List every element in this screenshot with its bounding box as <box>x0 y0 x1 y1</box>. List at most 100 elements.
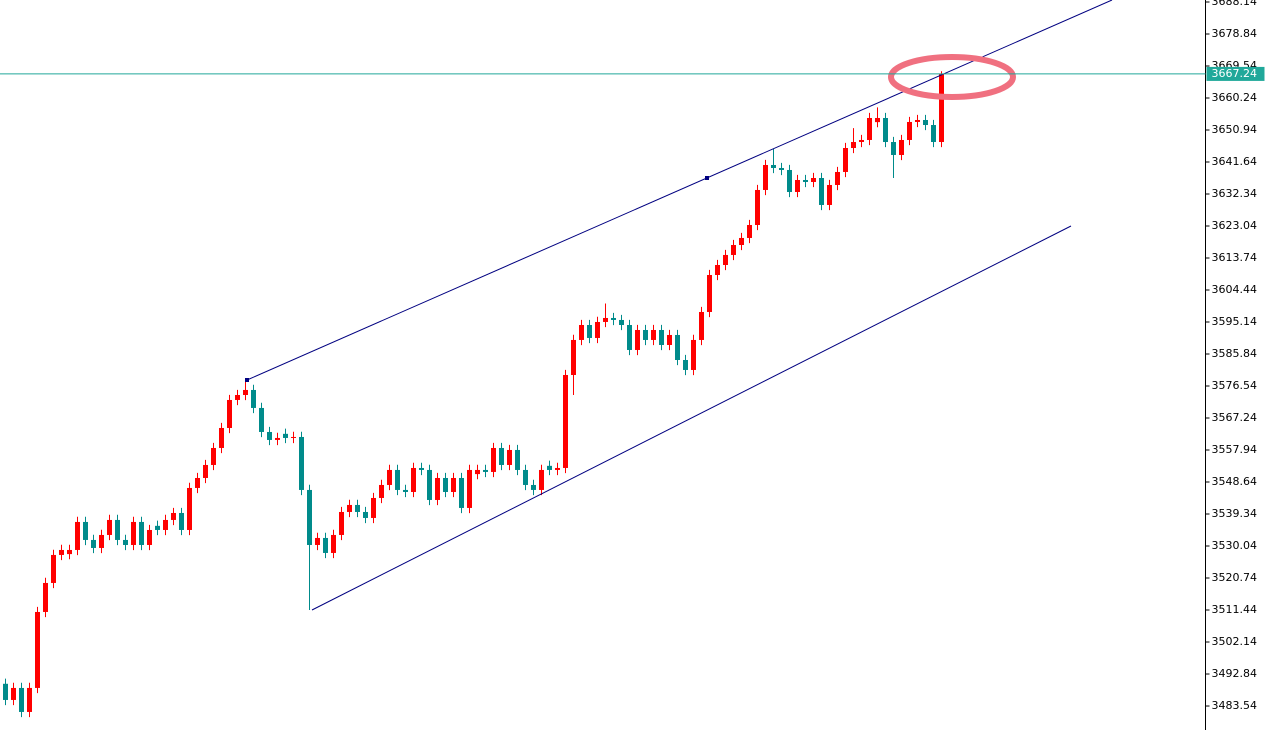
candle-body <box>107 519 112 535</box>
tick-group: 3688.143678.843669.543660.243650.943641.… <box>1205 0 1258 712</box>
candle-group <box>3 71 944 718</box>
y-tick-label: 3483.54 <box>1212 699 1258 712</box>
candle-body <box>643 329 648 340</box>
candle-body <box>387 469 392 485</box>
candle-body <box>19 687 24 712</box>
candle-body <box>51 554 56 583</box>
y-tick-label: 3650.94 <box>1212 123 1258 136</box>
candle-body <box>803 179 808 182</box>
candle-body <box>347 504 352 512</box>
candle-body <box>755 189 760 226</box>
candle-body <box>747 225 752 238</box>
highlight-ellipse <box>888 54 1016 100</box>
candle-body <box>363 511 368 518</box>
candle-body <box>339 511 344 535</box>
candle-body <box>235 394 240 400</box>
upper-trendline[interactable] <box>246 0 1113 381</box>
candle-body <box>715 264 720 276</box>
trendline-anchor[interactable] <box>245 378 249 382</box>
candle-body <box>3 683 8 700</box>
candle-body <box>939 73 944 143</box>
candle-body <box>11 687 16 700</box>
candle-body <box>163 519 168 530</box>
candle-body <box>851 142 856 148</box>
candle-body <box>915 119 920 122</box>
candle-body <box>219 427 224 448</box>
candle-body <box>155 525 160 530</box>
candle-body <box>875 117 880 123</box>
candle-body <box>691 339 696 370</box>
candle-body <box>763 164 768 190</box>
y-tick-label: 3632.34 <box>1212 187 1258 200</box>
candle-body <box>91 539 96 548</box>
y-tick-label: 3557.94 <box>1212 443 1258 456</box>
y-tick-label: 3492.84 <box>1212 667 1258 680</box>
candle-body <box>371 497 376 518</box>
candle-body <box>307 489 312 545</box>
candle-body <box>27 687 32 712</box>
candle-body <box>131 521 136 545</box>
candle-body <box>931 125 936 143</box>
candle-body <box>579 324 584 340</box>
candle-body <box>467 469 472 508</box>
candle-body <box>171 512 176 520</box>
candle-body <box>603 317 608 322</box>
candle-body <box>699 311 704 340</box>
candle-body <box>707 275 712 312</box>
y-tick-label: 3623.04 <box>1212 219 1258 232</box>
y-tick-label: 3539.34 <box>1212 507 1258 520</box>
candle-body <box>267 431 272 440</box>
candle-body <box>651 329 656 340</box>
candle-body <box>499 447 504 465</box>
y-tick-label: 3641.64 <box>1212 155 1258 168</box>
candle-body <box>291 436 296 438</box>
candle-body <box>683 359 688 370</box>
candle-body <box>859 139 864 143</box>
y-tick-label: 3502.14 <box>1212 635 1258 648</box>
candle-body <box>195 477 200 488</box>
candle-body <box>771 164 776 168</box>
candle-body <box>99 534 104 548</box>
candle-body <box>635 329 640 350</box>
candle-body <box>891 142 896 155</box>
candle-body <box>827 184 832 205</box>
candle-body <box>435 477 440 500</box>
candle-body <box>923 119 928 126</box>
candle-body <box>243 389 248 395</box>
candle-body <box>419 467 424 470</box>
candle-body <box>451 477 456 492</box>
candle-body <box>587 324 592 338</box>
y-tick-label: 3660.24 <box>1212 91 1258 104</box>
candle-body <box>667 334 672 345</box>
candle-body <box>83 521 88 540</box>
candle-body <box>883 117 888 143</box>
candle-body <box>75 521 80 550</box>
candle-body <box>531 484 536 490</box>
candle-body <box>299 436 304 490</box>
trendline-anchor[interactable] <box>705 176 709 180</box>
candle-body <box>907 121 912 140</box>
candle-body <box>795 179 800 193</box>
candle-body <box>203 464 208 478</box>
y-tick-label: 3678.84 <box>1212 27 1258 40</box>
candle-body <box>251 389 256 408</box>
candle-body <box>611 317 616 320</box>
candle-body <box>539 469 544 490</box>
lower-trendline[interactable] <box>311 225 1072 611</box>
y-tick-label: 3604.44 <box>1212 283 1258 296</box>
y-tick-label: 3520.74 <box>1212 571 1258 584</box>
candle-body <box>323 537 328 553</box>
candle-body <box>115 519 120 540</box>
candle-body <box>43 582 48 612</box>
candle-body <box>67 549 72 555</box>
candle-body <box>379 484 384 498</box>
y-tick-label: 3613.74 <box>1212 251 1258 264</box>
candle-body <box>459 477 464 508</box>
candle-body <box>427 469 432 500</box>
y-tick-label: 3688.14 <box>1212 0 1258 8</box>
price-label-box <box>1206 66 1265 81</box>
candle-body <box>835 171 840 185</box>
candle-body <box>315 537 320 545</box>
candle-body <box>123 539 128 545</box>
